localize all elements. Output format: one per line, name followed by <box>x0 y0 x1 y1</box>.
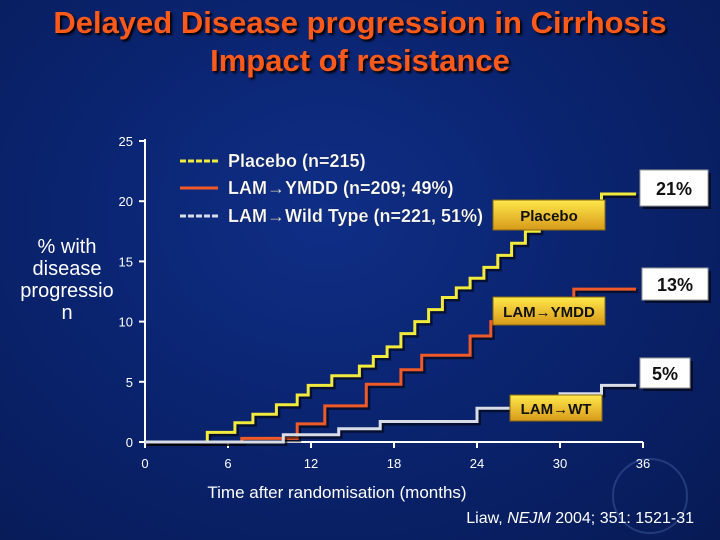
callout-value-lam_wt: 5% <box>652 364 678 384</box>
callout-value-lam_ymdd: 13% <box>657 275 693 295</box>
callout-value-placebo: 21% <box>656 179 692 199</box>
legend-label-lam_ymdd: LAM→YMDD (n=209; 49%) <box>228 178 454 198</box>
x-axis-title: Time after randomisation (months) <box>207 483 466 502</box>
y-tick-label: 5 <box>126 375 133 390</box>
y-axis-label-line: disease <box>32 258 102 280</box>
series-tag-box-placebo <box>492 199 606 231</box>
series-tag-label-placebo: Placebo <box>520 208 578 225</box>
x-tick-label: 18 <box>387 456 401 471</box>
series-line-shadow-placebo <box>147 194 639 446</box>
series-tag-label-lam_wt: LAM→WT <box>521 401 592 418</box>
y-tick-label: 15 <box>119 254 133 269</box>
series-tag-box-lam_ymdd <box>492 296 606 326</box>
x-tick-label: 12 <box>304 456 318 471</box>
y-tick-label: 20 <box>119 194 133 209</box>
x-tick-label: 24 <box>470 456 484 471</box>
callout-box-lam_ymdd <box>641 267 709 301</box>
citation-journal: NEJM <box>507 510 551 527</box>
slide-title-line2: Impact of resistance <box>210 43 510 78</box>
legend-label-lam_wt: LAM→Wild Type (n=221, 51%) <box>228 206 483 226</box>
x-tick-label: 6 <box>224 456 231 471</box>
slide-title-line1: Delayed Disease progression in Cirrhosis <box>53 5 667 40</box>
series-line-lam_wt <box>145 383 637 444</box>
series-tag-label-lam_ymdd: LAM→YMDD <box>503 304 595 321</box>
callout-box-placebo <box>639 169 709 207</box>
citation-details: 2004; 351: 1521-31 <box>550 510 694 527</box>
y-axis-label-line: progressio <box>20 280 114 302</box>
series-tag-box-lam_wt <box>509 394 603 422</box>
citation-authors: Liaw, <box>466 510 508 527</box>
y-axis-label: % with disease progressio n <box>2 236 132 324</box>
callout-box-lam_wt <box>639 357 691 389</box>
y-axis-label-line: % with <box>37 236 97 258</box>
citation: Liaw, NEJM 2004; 351: 1521-31 <box>466 510 694 528</box>
y-tick-label: 0 <box>126 435 133 450</box>
legend-label-placebo: Placebo (n=215) <box>228 151 366 171</box>
x-tick-label: 0 <box>141 456 148 471</box>
y-axis-label-line: n <box>61 302 73 324</box>
y-tick-label: 10 <box>119 315 133 330</box>
y-tick-label: 25 <box>119 134 133 149</box>
watermark-logo <box>612 458 688 534</box>
x-tick-label: 30 <box>553 456 567 471</box>
series-line-placebo <box>145 192 637 444</box>
